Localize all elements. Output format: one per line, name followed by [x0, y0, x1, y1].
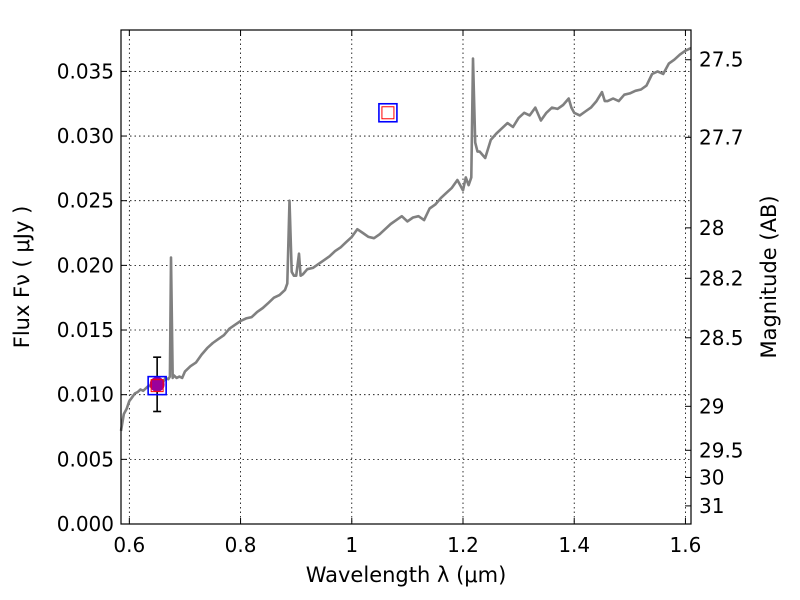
y2-tick-label: 28 — [699, 216, 724, 240]
observed-point — [149, 376, 165, 392]
y2-tick-label: 27.7 — [699, 125, 744, 149]
y2-tick-label: 28.5 — [699, 326, 744, 350]
y2-tick-label: 29.5 — [699, 438, 744, 462]
x-tick-label: 1.6 — [670, 533, 702, 557]
spectrum-line — [119, 46, 692, 432]
spectrum-layer — [119, 46, 692, 432]
x-tick-label: 0.6 — [113, 533, 145, 557]
y2-tick-label: 28.2 — [699, 266, 744, 290]
model-box-inner — [150, 379, 164, 393]
y2-tick-label: 27.5 — [699, 48, 744, 72]
model-box-outer — [147, 375, 167, 396]
x-tick-label: 1.2 — [447, 533, 479, 557]
y-tick-label: 0.015 — [57, 318, 114, 342]
grid-layer — [121, 30, 691, 525]
y-tick-label: 0.025 — [57, 189, 114, 213]
x-axis-title: Wavelength λ (μm) — [306, 563, 507, 587]
y-tick-label: 0.020 — [57, 253, 114, 277]
y2-tick-label: 31 — [699, 494, 724, 518]
y-tick-label: 0.030 — [57, 124, 114, 148]
marker-layer — [147, 102, 398, 413]
tick-layer: 0.6 0.8 1 1.2 1.4 1.6 0.000 0.005 0.010 0.015 0.02… — [57, 30, 744, 557]
y-tick-label: 0.005 — [57, 447, 114, 471]
y-tick-label: 0.035 — [57, 59, 114, 83]
plot-frame — [120, 29, 692, 525]
x-tick-label: 0.8 — [225, 533, 257, 557]
y-tick-label: 0.010 — [57, 383, 114, 407]
y2-tick-label: 30 — [699, 465, 724, 489]
x-tick-label: 1 — [345, 533, 358, 557]
y2-axis-title: Magnitude (AB) — [757, 195, 781, 358]
y-axis-title: Flux Fν ( μJy ) — [10, 206, 34, 349]
y-tick-label: 0.000 — [57, 512, 114, 536]
model-box-inner — [381, 106, 395, 120]
model-box-outer — [378, 102, 398, 123]
y2-tick-label: 29 — [699, 394, 724, 418]
x-tick-label: 1.4 — [558, 533, 590, 557]
